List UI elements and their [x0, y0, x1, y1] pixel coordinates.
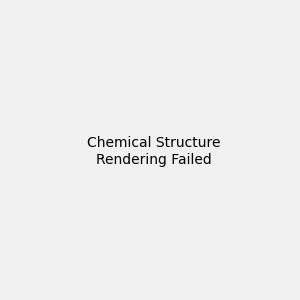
Text: Chemical Structure
Rendering Failed: Chemical Structure Rendering Failed — [87, 136, 220, 166]
